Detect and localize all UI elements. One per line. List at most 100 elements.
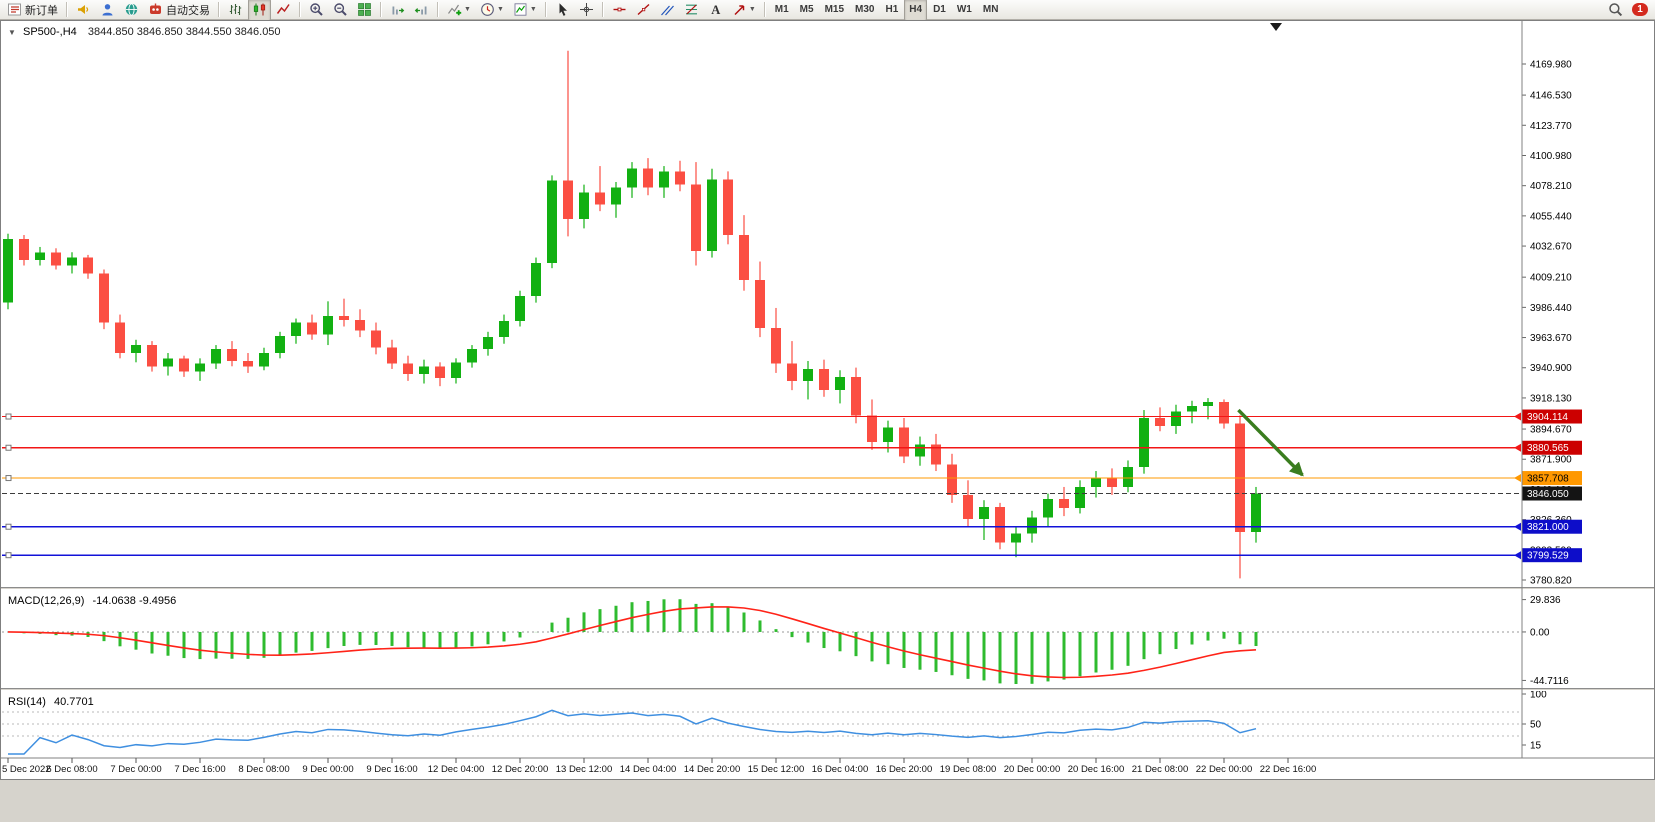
macd-histogram (22, 599, 1258, 684)
crosshair-button[interactable] (575, 0, 598, 21)
candle-body (115, 322, 125, 354)
timeframe-m30-button[interactable]: M30 (850, 0, 879, 21)
candle-body (659, 171, 669, 188)
rsi-axis-label: 15 (1530, 741, 1542, 752)
price-axis-label: 4100.980 (1530, 151, 1572, 162)
candle-body (35, 252, 45, 261)
timeframe-h4-button[interactable]: H4 (904, 0, 928, 21)
line-anchor[interactable] (5, 444, 12, 451)
candle-body (339, 315, 349, 320)
candle-body (291, 322, 301, 336)
toolbar: 新订单 自动交易 ▼ ▼ ▼ A ▼ M1 M5 M15 M30 H1 H4 D1 W1 MN 1 (0, 0, 1655, 21)
periods-button[interactable]: ▼ (476, 0, 508, 21)
horizontal-line-button[interactable] (608, 0, 631, 21)
level-axis-arrow (1514, 522, 1521, 531)
line-anchor[interactable] (5, 552, 12, 559)
window-bottom-area (0, 780, 1655, 822)
time-axis-label: 16 Dec 04:00 (812, 764, 869, 775)
candle-chart-button[interactable] (248, 0, 271, 21)
timeframe-m1-button[interactable]: M1 (770, 0, 794, 21)
search-button[interactable] (1604, 0, 1627, 21)
timeframe-w1-button[interactable]: W1 (952, 0, 977, 21)
price-level-badge-label: 3857.708 (1527, 474, 1569, 485)
candle-body (51, 252, 61, 266)
toolbar-separator (544, 2, 547, 17)
zoom-in-icon (309, 2, 324, 17)
candle-body (899, 427, 909, 457)
time-axis-label: 12 Dec 04:00 (428, 764, 485, 775)
candle-body (435, 366, 445, 379)
candle-body (803, 368, 813, 381)
fibonacci-button[interactable] (680, 0, 703, 21)
candle-body (211, 349, 221, 364)
chart-shift-marker[interactable] (1270, 23, 1282, 31)
candle-body (611, 187, 621, 205)
timeframe-mn-button[interactable]: MN (978, 0, 1004, 21)
candle-body (131, 345, 141, 354)
chart-shift-button[interactable] (410, 0, 433, 21)
globe-icon (124, 2, 139, 17)
candle-body (1219, 402, 1229, 424)
candle-body (1187, 406, 1197, 412)
rsi-line (8, 709, 1257, 755)
chart-shift-icon (414, 2, 429, 17)
arrow-tools-button[interactable]: ▼ (728, 0, 760, 21)
arrow-tools-icon (732, 2, 747, 17)
alerts-button[interactable] (72, 0, 95, 21)
notifications-button[interactable]: 1 (1628, 0, 1652, 21)
macd-signal-line (7, 606, 1257, 679)
zoom-in-button[interactable] (305, 0, 328, 21)
chart-canvas[interactable]: 4169.980 4146.530 4123.770 4100.980 4078.210… (0, 20, 1655, 822)
auto-scroll-button[interactable] (386, 0, 409, 21)
cursor-button[interactable] (551, 0, 574, 21)
panel-separator[interactable] (0, 587, 1655, 590)
candle-body (307, 322, 317, 335)
candle-body (563, 180, 573, 220)
indicators-button[interactable]: ▼ (443, 0, 475, 21)
autotrading-button[interactable]: 自动交易 (144, 0, 214, 21)
candle-body (243, 360, 253, 367)
accounts-button[interactable] (96, 0, 119, 21)
equidistant-channel-button[interactable] (656, 0, 679, 21)
level-axis-arrow (1514, 551, 1521, 560)
candle-body (723, 179, 733, 236)
price-level-badge-label: 3821.000 (1527, 522, 1569, 533)
community-button[interactable] (120, 0, 143, 21)
line-chart-button[interactable] (272, 0, 295, 21)
new-order-button[interactable]: 新订单 (3, 0, 62, 21)
templates-button[interactable]: ▼ (509, 0, 541, 21)
timeframe-m5-button[interactable]: M5 (795, 0, 819, 21)
timeframe-d1-button[interactable]: D1 (928, 0, 951, 21)
candle-body (499, 321, 509, 338)
timeframe-h1-button[interactable]: H1 (880, 0, 903, 21)
candle-body (1251, 493, 1261, 533)
price-axis-label: 3894.670 (1530, 425, 1572, 436)
candle-body (195, 363, 205, 372)
chart-window[interactable]: 4169.980 4146.530 4123.770 4100.980 4078.210… (0, 20, 1655, 822)
line-anchor[interactable] (5, 523, 12, 530)
timeframe-m15-button[interactable]: M15 (820, 0, 849, 21)
toolbar-separator (437, 2, 439, 17)
line-anchor[interactable] (5, 475, 12, 482)
price-axis[interactable] (1522, 20, 1655, 758)
bar-chart-button[interactable] (224, 0, 247, 21)
text-label-button[interactable]: A (704, 0, 727, 21)
trend-arrow-annotation[interactable] (1237, 408, 1304, 477)
time-axis[interactable] (0, 758, 1655, 780)
toolbar-button-label: M30 (855, 4, 875, 15)
channel-icon (660, 2, 675, 17)
zoom-out-button[interactable] (329, 0, 352, 21)
candle-body (931, 444, 941, 465)
panel-separator[interactable] (0, 688, 1655, 691)
dropdown-caret-icon: ▼ (748, 6, 756, 13)
candle-body (1027, 517, 1037, 534)
tile-windows-button[interactable] (353, 0, 376, 21)
rsi-axis-label: 100 (1530, 690, 1547, 701)
trend-line-button[interactable] (632, 0, 655, 21)
chart-background (0, 20, 1655, 780)
line-anchor[interactable] (5, 413, 12, 420)
candle-body (787, 363, 797, 381)
time-axis-label: 8 Dec 08:00 (238, 764, 289, 775)
price-level-badge (1522, 440, 1582, 455)
candle-body (547, 180, 557, 263)
